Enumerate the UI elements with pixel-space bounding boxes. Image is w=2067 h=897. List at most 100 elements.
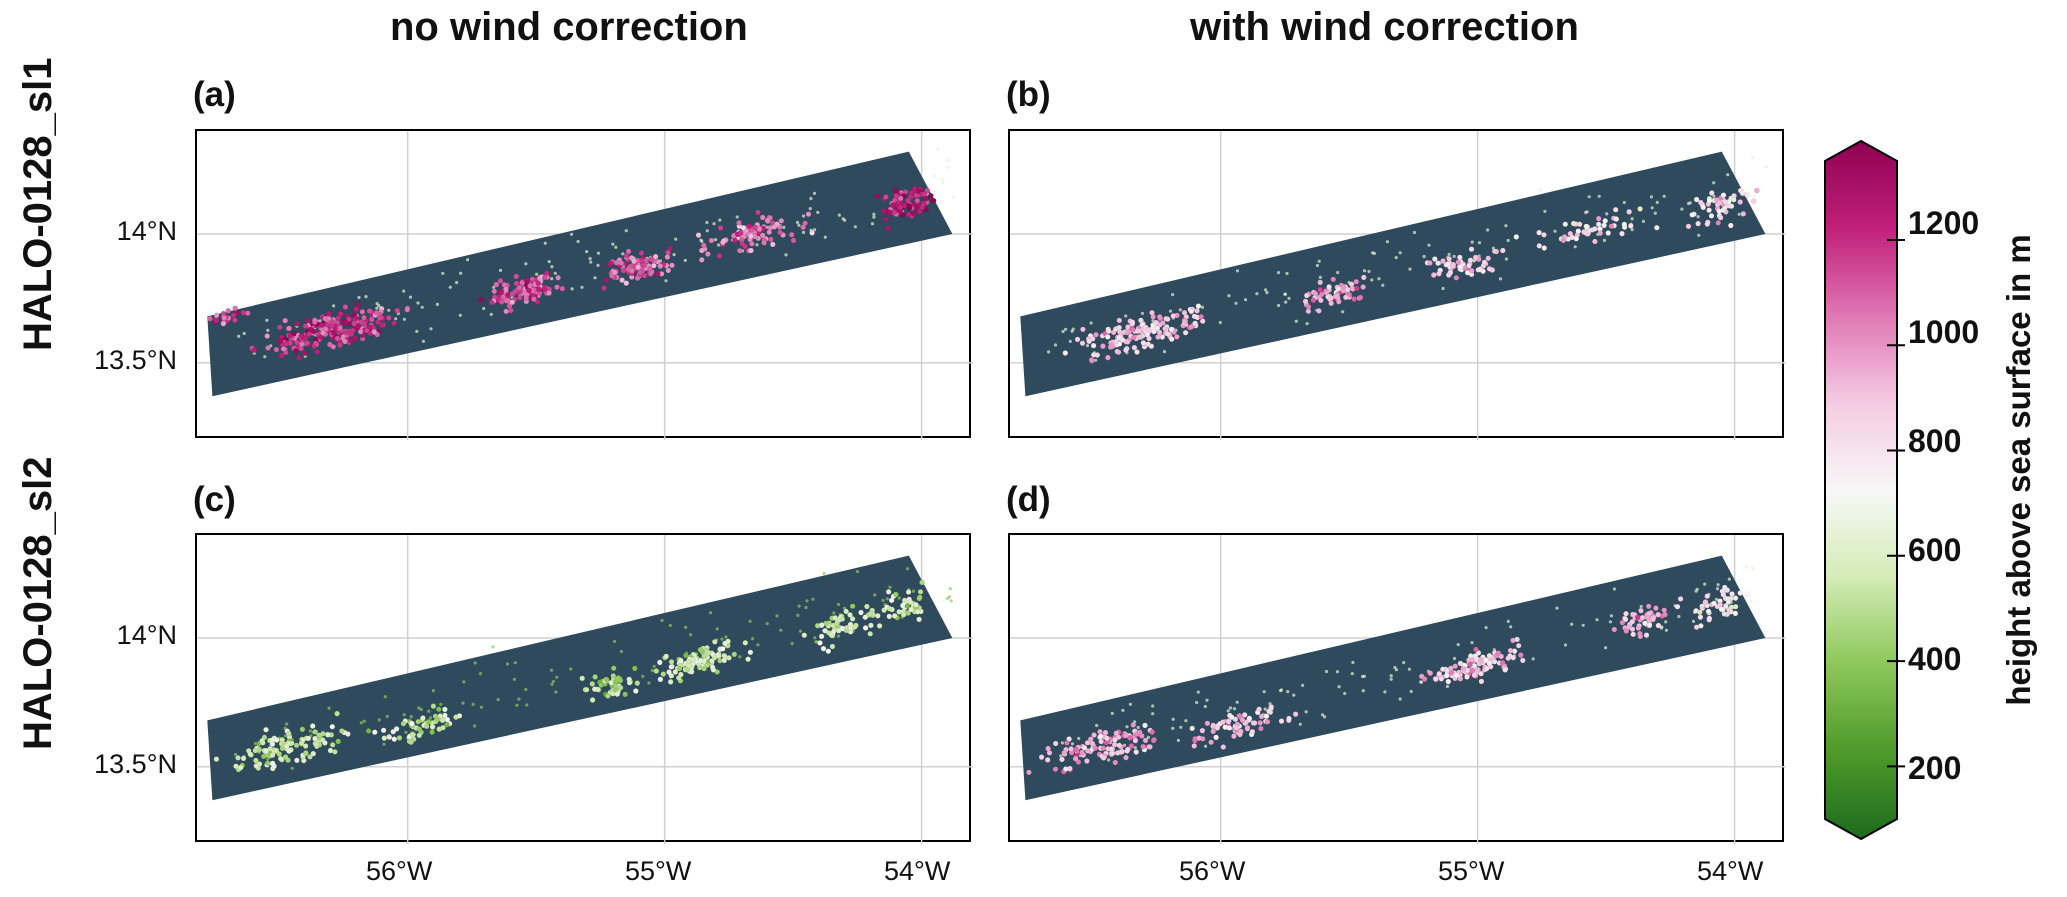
cloud-point [1195,303,1202,309]
cloud-point [802,214,806,218]
cloud-point [601,285,607,291]
cloud-point [443,721,450,728]
cloud-point [1125,725,1129,729]
cloud-point [314,348,320,355]
cloud-point [1241,712,1248,718]
cloud-point [513,661,517,665]
cloud-point [1460,665,1467,672]
cloud-point [634,680,641,686]
cloud-point [1181,309,1188,316]
cloud-point [897,195,904,202]
cloud-point [1543,209,1547,213]
cloud-point [1317,279,1324,286]
cloud-point [1342,294,1349,301]
cloud-point [1084,758,1090,764]
cloud-point [885,589,892,595]
cloud-point [1536,243,1543,249]
cloud-point [498,268,503,272]
cloud-point [656,659,663,666]
y-tick-label: 13.5°N [94,345,177,375]
cloud-point [378,322,385,328]
cloud-point [1195,700,1199,705]
cloud-point [496,698,500,702]
cloud-point [1068,339,1072,343]
cloud-point [1473,646,1479,653]
cloud-point [416,732,423,739]
cloud-point [1092,745,1098,751]
cloud-point [1720,192,1727,198]
cloud-point [1646,622,1653,629]
cloud-point [1059,756,1065,763]
cloud-point [737,230,744,236]
cloud-point [1452,663,1459,669]
cloud-point [1205,698,1209,702]
cloud-point [509,299,516,305]
cloud-point [1712,181,1716,185]
cloud-point [251,347,258,353]
cloud-point [1622,200,1626,205]
cloud-point [583,686,590,693]
cloud-point [930,197,937,204]
cloud-point [1421,676,1428,682]
cloud-point [1088,357,1095,363]
cloud-point [1754,187,1760,194]
cloud-point [1142,722,1148,729]
cloud-point [917,594,923,601]
cloud-point [327,706,331,710]
cloud-point [322,315,329,322]
cloud-point [1471,672,1478,678]
cloud-point [1716,200,1723,206]
cloud-point [822,627,828,634]
cloud-point [526,287,532,294]
cloud-point [589,697,596,703]
colorbar-tick-label: 400 [1908,641,1962,677]
cloud-point [1218,320,1222,325]
cloud-point [1228,706,1233,710]
cloud-point [853,225,857,229]
cloud-point [724,635,728,639]
cloud-point [647,265,653,272]
cloud-point [657,676,664,683]
cloud-point [1318,297,1324,304]
cloud-point [867,631,874,637]
cloud-point [742,640,749,646]
cloud-point [916,616,922,623]
cloud-point [617,684,624,691]
cloud-point [1486,228,1490,232]
cloud-point [1265,291,1269,295]
cloud-point [843,608,849,615]
cloud-point [330,343,337,350]
cloud-point [482,306,486,311]
cloud-point [924,187,931,194]
cloud-point [620,267,627,274]
cloud-point [900,611,907,618]
cloud-point [917,208,923,215]
cloud-point [611,242,615,246]
cloud-point [478,672,483,676]
cloud-point [361,314,367,321]
cloud-point [690,661,696,667]
cloud-point [416,301,420,305]
cloud-point [1440,258,1446,264]
cloud-point [409,720,415,727]
cloud-point [872,215,876,219]
cloud-point [634,275,641,281]
cloud-point [1409,689,1413,694]
cloud-point [1264,288,1268,292]
cloud-point [717,225,724,231]
cloud-point [1256,706,1262,712]
x-tick-label: 54°W [884,856,951,886]
cloud-point [500,294,507,300]
cloud-point [1595,618,1599,622]
cloud-point [705,229,709,233]
y-tick-label: 13.5°N [94,749,177,779]
cloud-point [1091,732,1097,738]
cloud-point [1609,614,1613,618]
cloud-point [641,262,648,269]
cloud-point [672,669,679,675]
cloud-point [1276,271,1281,275]
cloud-point [1495,650,1502,656]
cloud-point [1371,251,1375,255]
cloud-point [647,681,651,685]
cloud-point [378,314,385,321]
